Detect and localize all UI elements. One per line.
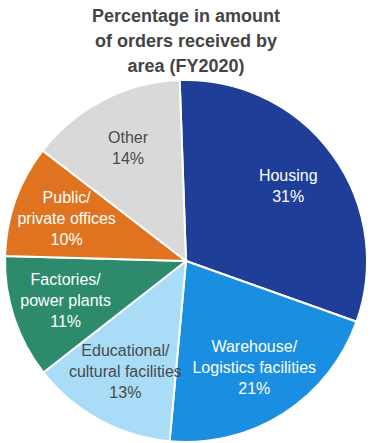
pie-slice <box>170 261 357 442</box>
value-label: 10% <box>51 231 83 248</box>
value-label: 13% <box>109 384 141 401</box>
category-label: Educational/cultural facilities <box>69 342 182 380</box>
value-label: 31% <box>272 188 304 205</box>
chart-title: Percentage in amountof orders received b… <box>92 6 280 76</box>
labels: Housing 31% Warehouse/Logistics facilities… <box>17 129 317 401</box>
value-label: 14% <box>112 150 144 167</box>
chart-svg: Percentage in amountof orders received b… <box>0 0 372 443</box>
value-label: 21% <box>238 380 270 397</box>
category-label: Public/private offices <box>17 189 115 227</box>
category-label: Housing <box>259 167 318 184</box>
chart-root: Percentage in amountof orders received b… <box>0 0 372 443</box>
category-label: Factories/power plants <box>20 271 111 309</box>
category-label: Other <box>108 129 149 146</box>
pie-slice <box>43 80 186 261</box>
category-label: Warehouse/Logistics facilities <box>192 338 316 376</box>
slices <box>5 80 367 442</box>
value-label: 11% <box>50 313 81 330</box>
pie-slice <box>5 256 186 372</box>
